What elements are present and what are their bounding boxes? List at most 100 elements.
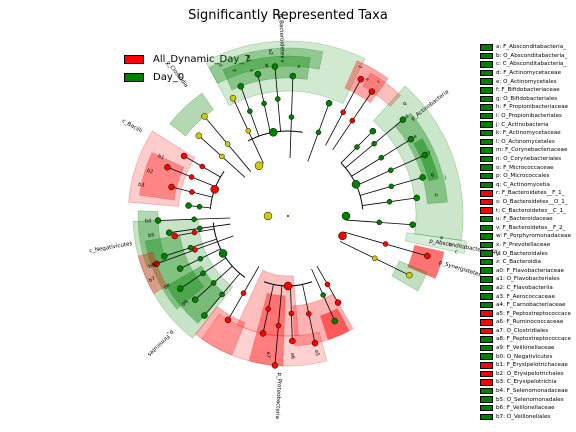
key-entry: n: O_Corynebacteriales [480,155,576,164]
key-label: n: O_Corynebacteriales [496,156,562,163]
tree-node [406,271,413,279]
key-entry: r: F_Bacteroidetes__F_1_ [480,189,576,198]
key-label: w: F_Porphyromonadaceae [496,233,572,240]
key-swatch [480,362,493,369]
legend-swatch-red [124,54,144,64]
clade-highlight [201,313,328,367]
tree-node [399,116,407,123]
clade-highlight [128,130,196,207]
clade-code-label: y [231,68,238,73]
key-label: v: F_Bacteroidetes__F_2_ [496,224,566,231]
legend-swatch-green [124,72,144,82]
key-swatch [480,258,493,266]
key-swatch [480,198,493,206]
key-label: j: C_Actinobacteria [496,121,549,128]
key-label: e: O_Actinomycetales [496,78,557,85]
key-swatch [480,104,493,111]
tree-node [424,252,431,260]
key-entry: f: F_Bifidobacteriaceae [480,86,576,95]
key-label: l: O_Actinomycetales [496,138,555,145]
tree-node [191,229,198,236]
clade-code-label: s [364,76,371,82]
tree-node [378,154,385,161]
tree-node [354,144,360,150]
clade-highlight [413,138,439,182]
tree-node [245,128,252,134]
key-label: a9: F_Veillonellaceae [496,345,555,352]
key-label: a8: F_Peptostreptococcace [496,336,571,343]
legend-entry-group-a: All_Dynamic_Day_7 [124,51,251,67]
tree-node [275,96,281,102]
clade-code-label: a7 [265,351,272,358]
tree-node [168,183,175,191]
key-entry: a4: F_Carnobacteriaceae [480,301,576,310]
tree-node [187,244,194,251]
key-entry: c: C_Absconditabacteria_ [480,60,576,69]
tree-node [240,290,247,296]
clade-code-label: j [443,174,447,180]
tree-node [421,151,429,159]
key-label: t: C_Bacteroidetes__C_1_ [496,207,566,214]
clade-code-label: b7 [148,276,156,284]
tree-node [306,311,312,317]
clade-highlight [236,269,299,337]
key-label: b4: F_Selenomonadaceae [496,388,568,395]
clade-code-label: a9 [162,281,170,289]
legend-label: All_Dynamic_Day_7 [153,53,251,65]
key-swatch [480,344,493,352]
key-label: b7: O_Veillonellales [496,413,551,420]
key-swatch [480,413,493,421]
key-swatch [480,138,493,146]
key-label: f: F_Bifidobacteriaceae [496,87,560,94]
tree-node [413,194,420,202]
tree-node [199,163,206,170]
clade-highlight [137,251,168,294]
key-entry: q: C_Actinomycetia [480,181,576,190]
chart-title: Significantly Represented Taxa [188,8,388,23]
tree-node [376,219,383,226]
tree-node [320,292,326,298]
tree-node [283,281,293,291]
clade-code-label: b [448,242,452,248]
tree-node [271,63,279,70]
tree-node [201,113,208,120]
tree-node [219,291,225,298]
tree-node [325,99,333,107]
clade-code-label: q [402,101,408,108]
clade-code-label: x [248,68,255,72]
clade-code-label: a5 [313,349,320,356]
tree-node [188,174,195,180]
clade-code-label: a6 [289,353,295,359]
key-entry: i: O_Propionibacteriales [480,112,576,121]
key-label: y: O_Bacteroidales [496,250,548,257]
clade-highlight [169,92,214,137]
key-label: z: C_Bacteroidia [496,259,541,266]
key-entry: b0: O_Negativicutes [480,352,576,361]
key-label: a4: F_Carnobacteriaceae [496,302,566,309]
key-swatch [480,379,493,386]
tree-node [340,109,346,116]
key-swatch [480,353,493,360]
clade-code-label: b2 [146,168,154,176]
key-swatch [480,155,493,163]
key-label: m: F_Corynebacteriaceae [496,147,568,154]
key-entry: v: F_Bacteroidetes__F_2_ [480,223,576,232]
tree-node [382,241,389,247]
key-entry: a0: F_Flavobacteriaceae [480,266,576,275]
key-swatch [480,336,493,343]
key-entry: j: C_Actinobacteria [480,120,576,129]
tree-node [180,152,188,160]
key-label: h: F_Propionibacteriaceae [496,104,569,111]
tree-node [247,108,253,114]
tree-node [191,216,197,223]
key-swatch [480,224,493,232]
clade-code-label: f [428,150,432,156]
clade-code-label: g [430,172,435,179]
tree-node [369,127,377,135]
key-label: r: F_Bacteroidetes__F_1_ [496,190,565,197]
clade-code-label: a8 [152,260,160,268]
key-label: o: F_Micrococcaceae [496,164,554,171]
tree-node [237,83,245,90]
tree-node [197,225,203,232]
clade-code-label: a2 [267,49,274,56]
